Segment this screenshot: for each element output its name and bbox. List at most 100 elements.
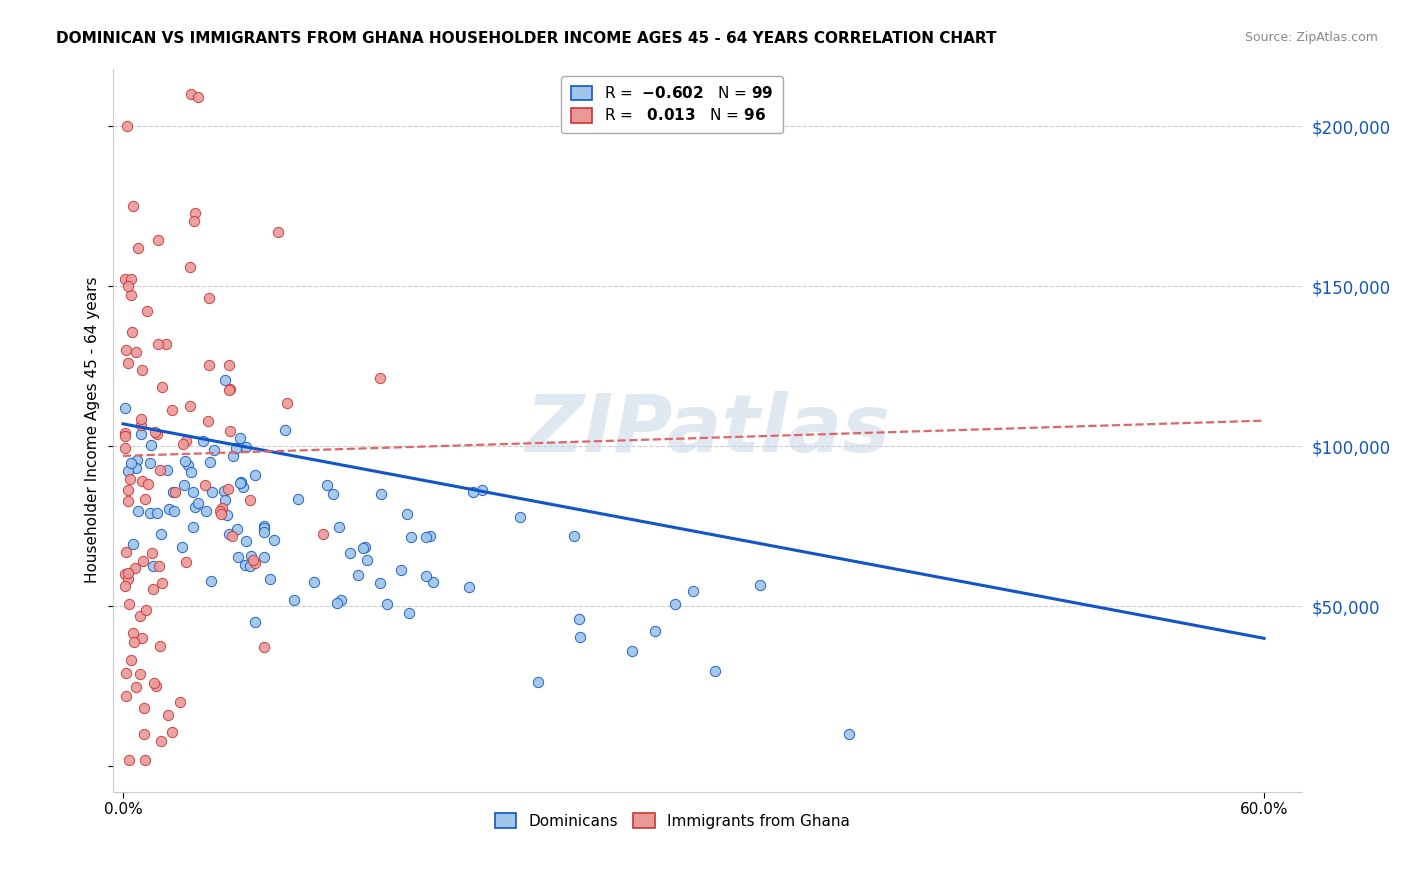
Point [183,500,205,514]
Point [131,475,153,489]
Point [180,465,202,479]
Point [174,434,197,448]
Point [322,487,344,501]
Point [149,527,172,541]
Point [242,553,264,567]
Point [125,680,148,694]
Point [163,504,186,518]
Point [122,626,145,640]
Point [131,631,153,645]
Point [114,401,136,415]
Point [117,494,139,508]
Point [399,530,422,544]
Point [243,615,266,629]
Point [682,583,704,598]
Point [569,631,592,645]
Point [117,572,139,586]
Point [231,475,253,489]
Point [259,572,281,586]
Point [287,491,309,506]
Point [217,482,239,496]
Point [173,478,195,492]
Point [218,358,240,372]
Point [370,487,392,501]
Point [187,90,209,104]
Point [134,753,156,767]
Point [315,478,337,492]
Point [229,475,252,490]
Point [150,575,173,590]
Point [125,345,148,359]
Point [197,413,219,427]
Point [114,689,136,703]
Point [118,753,141,767]
Point [163,485,186,500]
Point [353,540,375,554]
Point [162,484,184,499]
Point [138,456,160,470]
Point [415,531,437,545]
Point [527,674,550,689]
Point [187,496,209,510]
Point [114,441,136,455]
Point [173,454,195,468]
Point [148,337,170,351]
Point [125,461,148,475]
Point [198,455,221,469]
Point [226,522,249,536]
Point [172,540,194,554]
Point [218,527,240,541]
Point [134,491,156,506]
Point [117,279,139,293]
Point [415,569,437,583]
Point [129,418,152,433]
Point [273,423,295,437]
Point [339,546,361,560]
Point [219,425,242,439]
Point [121,325,143,339]
Point [312,526,335,541]
Point [368,371,391,385]
Point [135,603,157,617]
Point [172,437,194,451]
Point [148,558,170,573]
Point [218,382,240,396]
Point [131,554,153,568]
Point [145,679,167,693]
Point [149,463,172,477]
Point [179,399,201,413]
Point [132,701,155,715]
Point [143,425,166,440]
Point [118,472,141,486]
Point [124,634,146,648]
Point [127,452,149,467]
Point [191,434,214,448]
Point [194,477,217,491]
Point [114,425,136,440]
Point [263,533,285,547]
Point [181,520,204,534]
Point [198,291,221,305]
Point [117,483,139,497]
Point [194,503,217,517]
Point [419,529,441,543]
Point [838,727,860,741]
Point [233,558,256,572]
Point [142,675,165,690]
Point [114,272,136,286]
Point [398,606,420,620]
Point [463,485,485,500]
Point [131,427,153,442]
Text: DOMINICAN VS IMMIGRANTS FROM GHANA HOUSEHOLDER INCOME AGES 45 - 64 YEARS CORRELA: DOMINICAN VS IMMIGRANTS FROM GHANA HOUSE… [56,31,997,46]
Point [422,574,444,589]
Point [169,695,191,709]
Point [644,624,666,638]
Point [121,199,143,213]
Point [120,272,142,286]
Legend: Dominicans, Immigrants from Ghana: Dominicans, Immigrants from Ghana [488,807,856,835]
Point [136,476,159,491]
Point [197,358,219,372]
Point [131,363,153,377]
Point [120,456,142,470]
Point [183,213,205,227]
